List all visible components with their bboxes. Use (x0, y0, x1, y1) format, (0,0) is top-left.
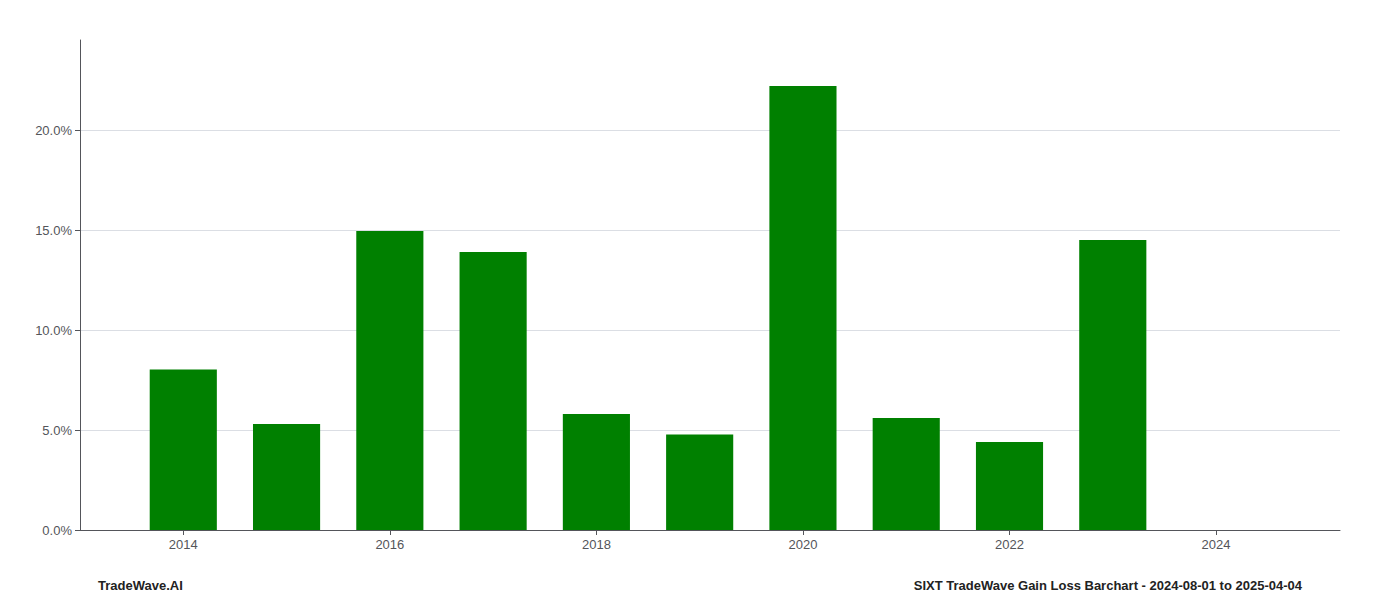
svg-text:10.0%: 10.0% (35, 323, 72, 338)
svg-text:2016: 2016 (375, 537, 404, 552)
svg-text:SIXT TradeWave Gain Loss Barch: SIXT TradeWave Gain Loss Barchart - 2024… (914, 578, 1303, 593)
svg-text:2014: 2014 (169, 537, 198, 552)
svg-text:20.0%: 20.0% (35, 123, 72, 138)
svg-text:2020: 2020 (788, 537, 817, 552)
svg-text:15.0%: 15.0% (35, 223, 72, 238)
svg-text:2018: 2018 (582, 537, 611, 552)
svg-text:TradeWave.AI: TradeWave.AI (98, 578, 183, 593)
svg-text:5.0%: 5.0% (42, 423, 72, 438)
svg-text:2024: 2024 (1202, 537, 1231, 552)
svg-text:2022: 2022 (995, 537, 1024, 552)
svg-text:0.0%: 0.0% (42, 523, 72, 538)
